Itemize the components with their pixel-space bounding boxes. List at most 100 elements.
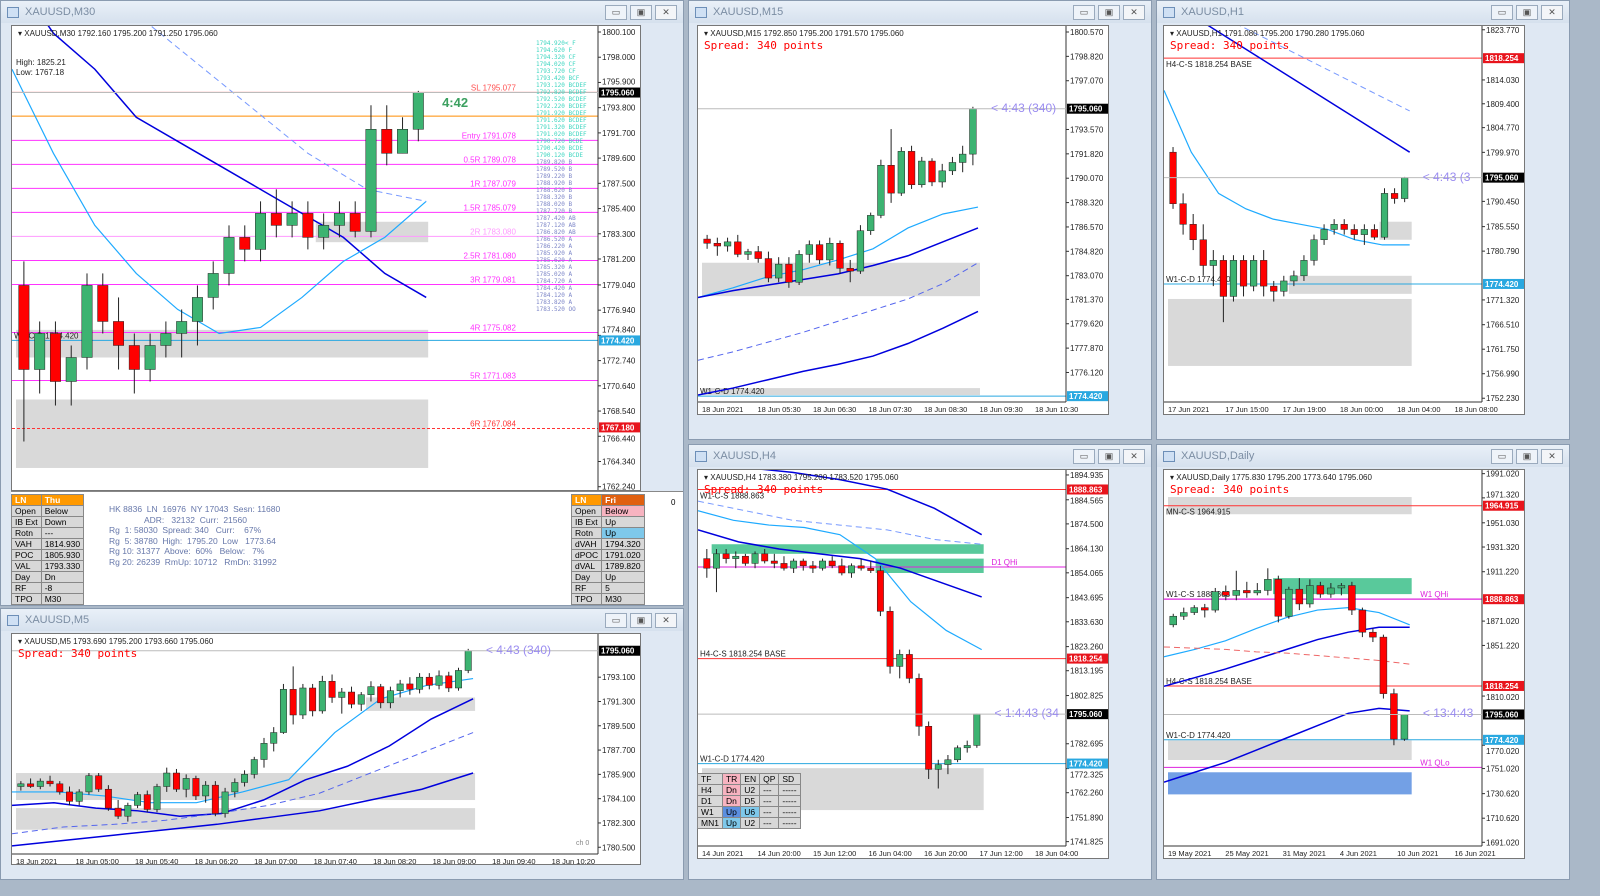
level-label: 2R 1783.080 (470, 227, 516, 236)
close-button[interactable]: ✕ (1541, 4, 1563, 20)
maximize-button[interactable]: ▣ (1516, 4, 1538, 20)
maximize-button[interactable]: ▣ (1098, 4, 1120, 20)
session-label: RF (11, 582, 42, 594)
chart-area[interactable]: SL 1795.077 Entry 1791.078 0.5R 1789.078 1R… (11, 25, 641, 491)
trend-header: SD (778, 773, 801, 785)
title-bar[interactable]: XAUUSD,M15 ▭ ▣ ✕ (689, 1, 1151, 23)
window-h1[interactable]: XAUUSD,H1 ▭ ▣ ✕ H4-C-S 1818.254 BASE W1-C-D 1… (1156, 0, 1570, 440)
maximize-button[interactable]: ▣ (1516, 448, 1538, 464)
title-bar[interactable]: XAUUSD,M5 ▭ ▣ ✕ (1, 609, 683, 631)
profile-row: 1784.720 A (536, 278, 573, 285)
session-value: Up (601, 571, 645, 583)
price-chart[interactable]: W1-C-D 1774.420 1800.570 1798.820 1797.070 1… (698, 26, 1109, 415)
session-label: Rotn (570, 527, 603, 539)
level-label: 4R 1775.082 (470, 323, 516, 332)
profile-row: 1793.420 BCF (536, 75, 580, 82)
maximize-button[interactable]: ▣ (1098, 448, 1120, 464)
price-tick-label: 1691.020 (1486, 838, 1520, 847)
candle-body (1300, 260, 1308, 277)
profile-row: 1793.120 BCDEF (536, 82, 587, 89)
candle-body (928, 160, 936, 183)
price-tick-label: 1788.320 (1070, 199, 1104, 208)
price-chart[interactable]: MN-C-S 1964.915 W1-C-S 1888.863 W1 QHi H4-C… (1164, 470, 1525, 859)
minimize-button[interactable]: ▭ (605, 612, 627, 628)
price-chart[interactable]: 1793.100 1791.300 1789.500 1787.700 1785.900… (12, 634, 641, 865)
minimize-button[interactable]: ▭ (1073, 448, 1095, 464)
maximize-button[interactable]: ▣ (630, 4, 652, 20)
time-tick-label: 18 Jun 04:00 (1035, 849, 1078, 858)
profile-row: 1793.720 CF (536, 68, 576, 75)
window-h4[interactable]: XAUUSD,H4 ▭ ▣ ✕ W1-C-S 1888.863 D1 QHi H4-C-S … (688, 444, 1152, 880)
time-tick-label: 14 Jun 20:00 (757, 849, 800, 858)
minimize-button[interactable]: ▭ (1073, 4, 1095, 20)
title-bar[interactable]: XAUUSD,H4 ▭ ▣ ✕ (689, 445, 1151, 467)
candle-body (848, 565, 855, 574)
price-chart[interactable]: H4-C-S 1818.254 BASE W1-C-D 1774.420 1823.… (1164, 26, 1525, 415)
close-button[interactable]: ✕ (655, 4, 677, 20)
minimize-button[interactable]: ▭ (605, 4, 627, 20)
price-tick-label: 1871.020 (1486, 617, 1520, 626)
title-bar[interactable]: XAUUSD,Daily ▭ ▣ ✕ (1157, 445, 1569, 467)
candle-body (134, 794, 142, 806)
candle-body (65, 357, 77, 382)
level-label: W1-C-D 1774.420 (700, 755, 765, 764)
price-chart[interactable]: SL 1795.077 Entry 1791.078 0.5R 1789.078 1R… (12, 26, 641, 491)
minimize-button[interactable]: ▭ (1491, 448, 1513, 464)
candle-body (1201, 607, 1209, 611)
window-m30[interactable]: XAUUSD,M30 ▭ ▣ ✕ SL 1795.077 Entry 1791.078 0.… (0, 0, 684, 606)
price-badge (1483, 53, 1524, 64)
window-title: XAUUSD,M15 (713, 6, 784, 18)
candle-body (34, 333, 46, 370)
stats-line: Rg 5: 38780 High: 1795.20 Low 1773.64 (109, 535, 276, 546)
time-tick-label: 18 Jun 06:30 (813, 405, 856, 414)
candle-body (412, 92, 424, 130)
price-tick-label: 1779.620 (1070, 320, 1104, 329)
title-bar[interactable]: XAUUSD,H1 ▭ ▣ ✕ (1157, 1, 1569, 23)
minimize-button[interactable]: ▭ (1491, 4, 1513, 20)
close-button[interactable]: ✕ (1123, 4, 1145, 20)
chart-area[interactable]: 1793.100 1791.300 1789.500 1787.700 1785.900… (11, 633, 641, 865)
close-button[interactable]: ✕ (655, 612, 677, 628)
price-badge (1483, 594, 1524, 605)
chart-area[interactable]: H4-C-S 1818.254 BASE W1-C-D 1774.420 1823.… (1163, 25, 1525, 415)
close-button[interactable]: ✕ (1541, 448, 1563, 464)
zone-rect (16, 399, 429, 468)
time-tick-label: 18 Jun 2021 (16, 857, 57, 865)
candle-body (1211, 591, 1220, 611)
window-title: XAUUSD,M30 (25, 6, 96, 18)
candle-body (1369, 631, 1377, 638)
chart-area[interactable]: MN-C-S 1964.915 W1-C-S 1888.863 W1 QHi H4-C… (1163, 469, 1525, 859)
candle-body (1232, 590, 1241, 596)
session-label: POC (11, 549, 42, 561)
window-m15[interactable]: XAUUSD,M15 ▭ ▣ ✕ W1-C-D 1774.420 1800.570 1798… (688, 0, 1152, 440)
profile-row: 1786.220 A (536, 243, 573, 250)
window-m5[interactable]: XAUUSD,M5 ▭ ▣ ✕ 1793.100 1791.300 1789.500 1787… (0, 608, 684, 880)
profile-row: 1785.620 A (536, 257, 573, 264)
candle-body (938, 170, 946, 183)
close-button[interactable]: ✕ (1123, 448, 1145, 464)
profile-row: 1788.020 B (536, 201, 573, 208)
candle-body (328, 680, 336, 698)
session-value: M30 (40, 593, 85, 605)
candle-body (905, 654, 913, 679)
price-tick-label: 1971.320 (1486, 491, 1520, 500)
candle-body (915, 678, 923, 727)
title-bar[interactable]: XAUUSD,M30 ▭ ▣ ✕ (1, 1, 683, 23)
candle-body (954, 747, 962, 761)
profile-row: 1791.020 BCDEF (536, 131, 587, 138)
candle-body (318, 680, 326, 712)
price-tick-label: 1766.440 (602, 434, 636, 443)
chart-area[interactable]: W1-C-D 1774.420 1800.570 1798.820 1797.070 1… (697, 25, 1109, 415)
window-d1[interactable]: XAUUSD,Daily ▭ ▣ ✕ MN-C-S 1964.915 W1-C-S 188… (1156, 444, 1570, 880)
candle-body (1189, 224, 1197, 241)
candle-body (207, 273, 219, 298)
price-tick-label: 1843.695 (1070, 594, 1104, 603)
price-tick-label: 1800.570 (1070, 28, 1104, 37)
zone-rect (1168, 740, 1412, 760)
maximize-button[interactable]: ▣ (630, 612, 652, 628)
time-tick-label: 4 Jun 2021 (1340, 849, 1377, 858)
trend-cell: W1 (697, 806, 723, 818)
profile-row: 1788.320 B (536, 194, 573, 201)
candle-body (114, 807, 122, 817)
candle-body (713, 553, 720, 569)
